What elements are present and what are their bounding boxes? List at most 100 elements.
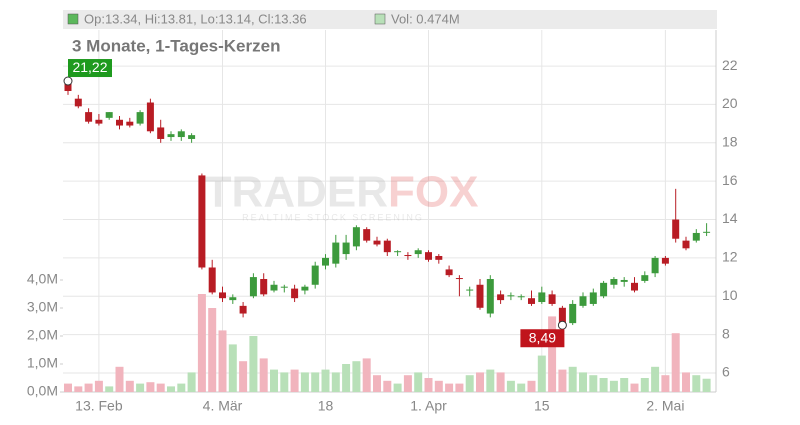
volume-bar [424, 378, 433, 392]
candle-body [146, 102, 154, 132]
watermark-tagline: REALTIME STOCK SCREENING [242, 212, 424, 222]
volume-bar [682, 372, 690, 392]
candle-body [188, 135, 196, 139]
volume-bar [105, 386, 114, 392]
volume-bar [527, 380, 536, 392]
candle-body [322, 257, 329, 266]
volume-bar [640, 378, 649, 392]
candle-body [342, 242, 350, 255]
extreme-marker [557, 320, 567, 330]
candle-body [589, 292, 597, 304]
volume-bar [84, 383, 93, 392]
volume-bar [671, 333, 680, 392]
volume-bar [115, 366, 124, 392]
candle-body [198, 175, 206, 268]
candle-body [610, 279, 618, 285]
candle-body [219, 292, 226, 299]
volume-bar [74, 386, 83, 392]
volume-bar [393, 383, 402, 392]
volume-bar [321, 369, 330, 392]
volume-bar [455, 383, 464, 392]
annotation-box [68, 59, 112, 78]
candle-body [229, 297, 237, 301]
volume-bar [342, 364, 351, 392]
volume-bar [373, 375, 381, 392]
candle-body [445, 269, 453, 276]
volume-bar [177, 383, 186, 392]
x-tick-label: 15 [534, 398, 550, 414]
volume-bar [311, 372, 320, 392]
volume-bar [496, 372, 505, 392]
candle-body [136, 112, 144, 124]
volume-bar [239, 361, 248, 392]
watermark-left: TRADER [205, 168, 388, 217]
volume-bar [589, 375, 598, 392]
volume-bar [125, 380, 134, 392]
volume-bar [414, 372, 423, 392]
candle-body [332, 242, 340, 264]
volume-bar [300, 372, 309, 392]
candle-body [558, 307, 566, 324]
y2-tick-label: 4,0M [27, 271, 58, 287]
candle-body [435, 255, 443, 260]
volume-bar [702, 378, 711, 392]
volume-bar [434, 380, 443, 392]
candle-body [301, 286, 309, 291]
candle-body [363, 229, 371, 241]
candle-body [661, 257, 669, 264]
candle-body [631, 282, 638, 291]
candle-body [239, 305, 247, 314]
volume-bar [187, 372, 196, 392]
candle-body [569, 303, 577, 324]
volume-bar [64, 383, 72, 392]
volume-bar [476, 372, 484, 392]
volume-bar [331, 372, 340, 392]
header-bar [63, 10, 717, 29]
candle-body [651, 257, 659, 274]
volume-bar [352, 361, 361, 392]
volume-bar [661, 375, 670, 392]
candle-body [692, 232, 700, 241]
candle-body [167, 134, 175, 138]
volume-bar [558, 369, 567, 392]
candle-body [404, 255, 412, 257]
volume-bar [465, 375, 474, 392]
candle-body [394, 251, 402, 253]
subtitle: 3 Monate, 1-Tages-Kerzen [72, 36, 280, 55]
candle-body [105, 112, 113, 118]
annotation-label: 8,49 [529, 329, 556, 345]
y-tick-label: 8 [722, 325, 730, 341]
header-ohlc: Op:13.34, Hi:13.81, Lo:13.14, Cl:13.36 [84, 11, 307, 26]
volume-bar [208, 308, 217, 392]
y-tick-label: 18 [722, 134, 738, 150]
volume-bar [280, 372, 289, 392]
volume-bar [156, 383, 165, 392]
volume-bar [290, 369, 299, 392]
annotation-box [520, 329, 565, 348]
candle-body [270, 284, 278, 291]
candle-body [620, 279, 628, 282]
candle-body [260, 279, 268, 295]
watermark-right: FOX [388, 168, 478, 217]
candle-body [507, 295, 515, 297]
y-tick-label: 6 [722, 364, 730, 380]
x-tick-label: 1. Apr [410, 398, 447, 414]
candle-body [425, 252, 432, 260]
x-tick-label: 2. Mai [646, 398, 684, 414]
candle-body [291, 288, 299, 299]
y-tick-label: 22 [722, 57, 738, 73]
price-legend-swatch [67, 13, 79, 25]
volume-bar [167, 386, 175, 392]
candle-body [486, 279, 494, 314]
candle-body [116, 119, 123, 126]
candle-body [641, 275, 649, 281]
candle-body [208, 267, 216, 293]
volume-bar [146, 382, 155, 392]
x-tick-label: 13. Feb [75, 398, 123, 414]
volume-bar [218, 330, 227, 392]
volume-bar [568, 366, 577, 392]
y-tick-label: 16 [722, 172, 738, 188]
volume-bar [383, 380, 392, 392]
volume-bar [270, 369, 278, 392]
